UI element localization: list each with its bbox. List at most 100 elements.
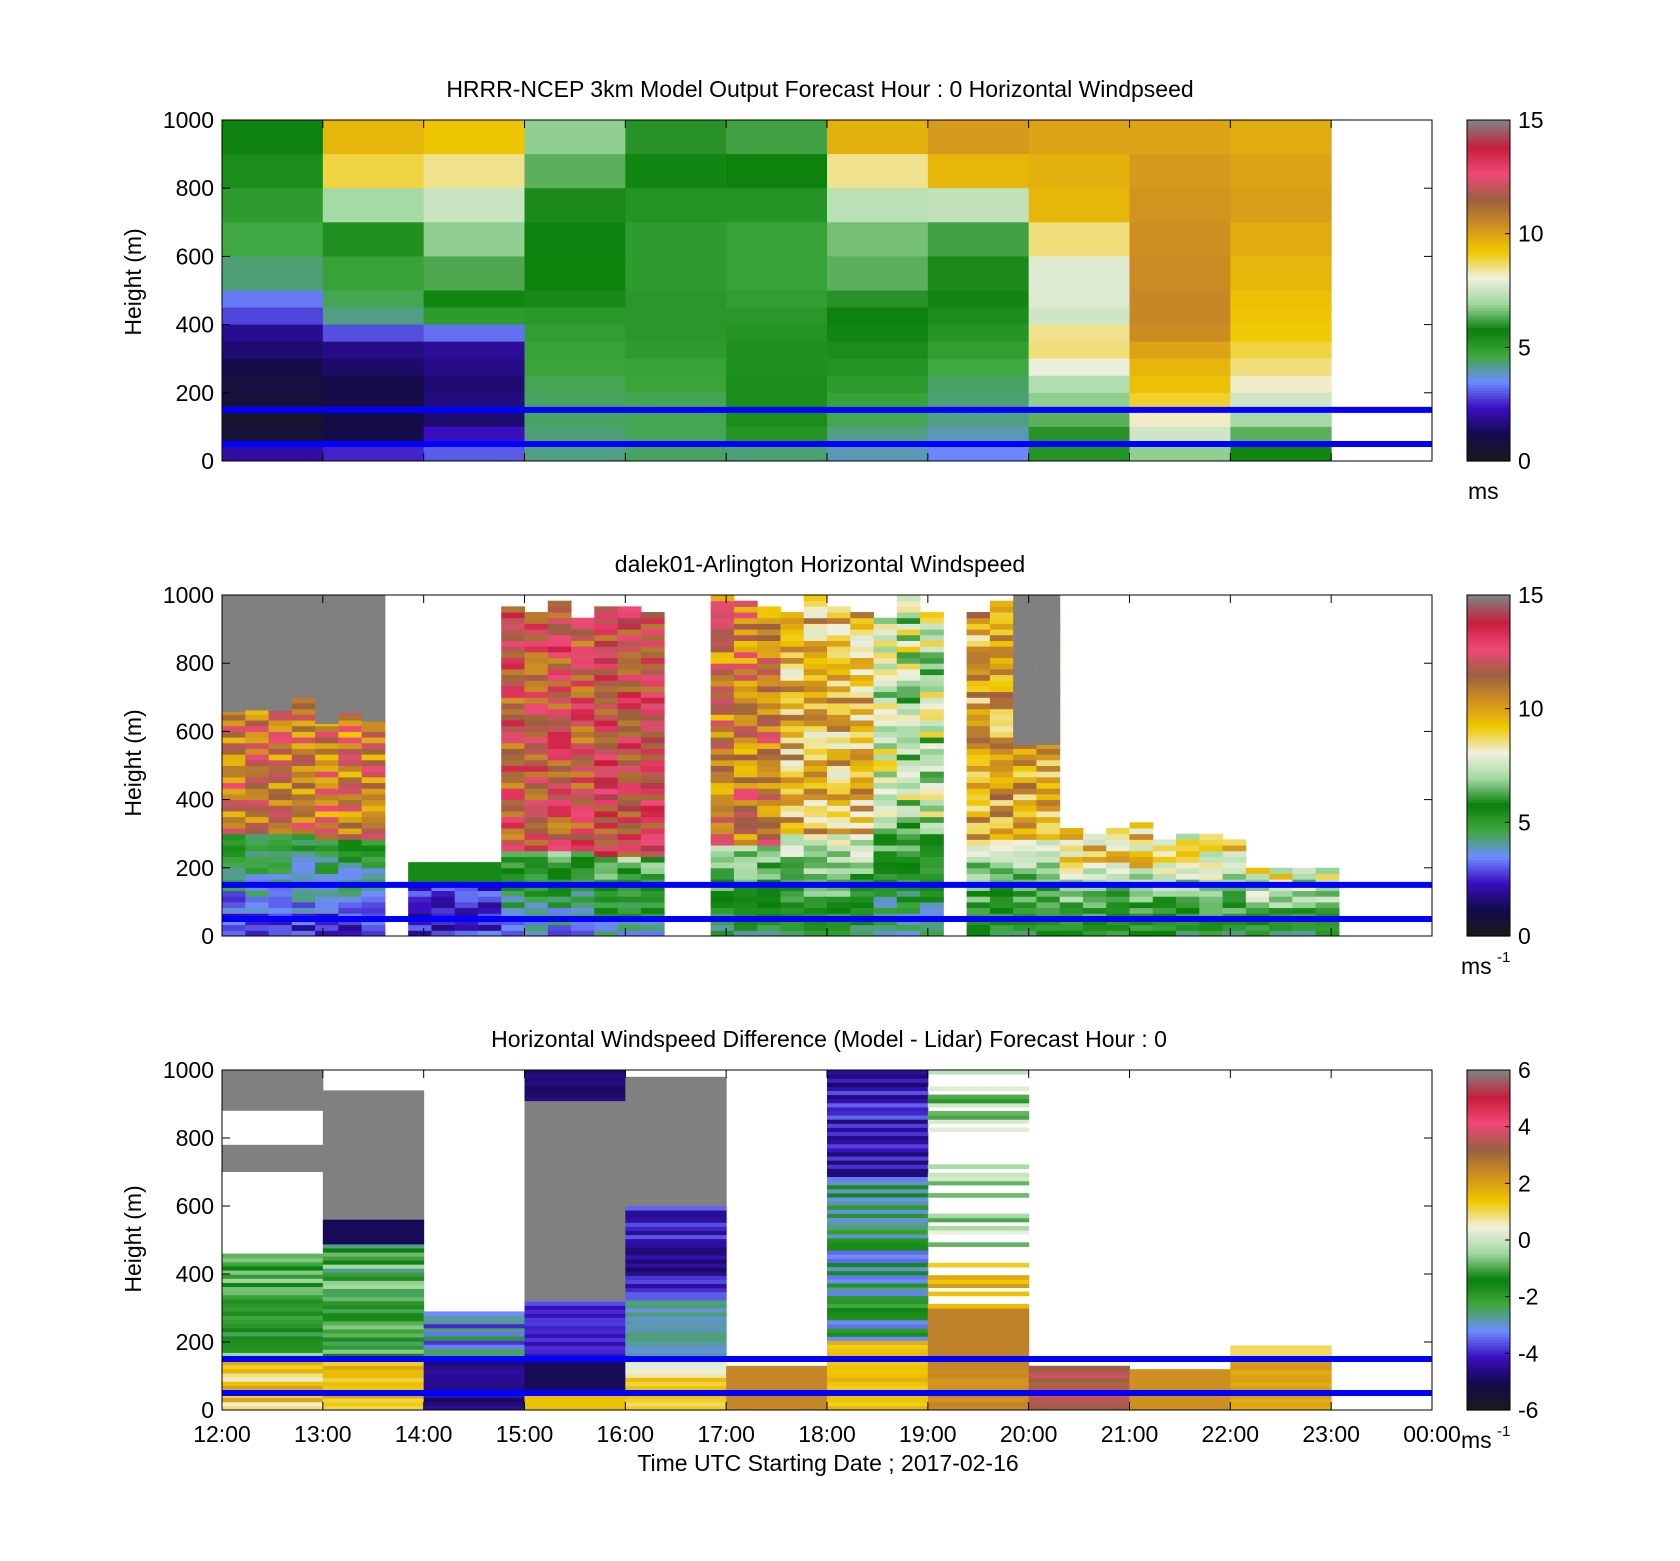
heatmap-cell (617, 668, 642, 676)
heatmap-cell (617, 896, 642, 903)
heatmap-cell (640, 765, 665, 772)
heatmap-cell (827, 1340, 929, 1345)
heatmap-cell (640, 799, 665, 806)
heatmap-cell (322, 120, 425, 155)
heatmap-cell (322, 1377, 425, 1383)
heatmap-cell (322, 1256, 425, 1261)
heatmap-cell (268, 918, 293, 926)
heatmap-cell (268, 805, 293, 812)
heatmap-cell (827, 1266, 929, 1272)
colorbar-band (1467, 259, 1510, 263)
colorbar-band (1467, 1350, 1510, 1354)
heatmap-cell (625, 1271, 727, 1276)
heatmap-cell (757, 606, 781, 613)
heatmap-cell (1129, 833, 1154, 840)
heatmap-cell (524, 651, 549, 659)
heatmap-cell (423, 1352, 525, 1358)
heatmap-cell (1222, 867, 1247, 874)
heatmap-cell (408, 890, 432, 897)
heatmap-cell (322, 1296, 425, 1302)
heatmap-cell (1082, 896, 1107, 903)
heatmap-cell (222, 341, 324, 360)
heatmap-cell (245, 930, 270, 937)
colorbar-band (1467, 179, 1510, 184)
heatmap-cell (827, 1131, 929, 1137)
heatmap-cell (1036, 771, 1061, 778)
heatmap-cell (617, 697, 642, 704)
heatmap-cell (431, 862, 456, 869)
colorbar-band (1467, 401, 1510, 405)
heatmap-cell (524, 290, 626, 309)
heatmap-cell (1245, 901, 1270, 909)
heatmap-cell (547, 680, 572, 687)
heatmap-cell (222, 833, 246, 840)
colorbar-band (1467, 139, 1510, 144)
heatmap-cell (524, 788, 549, 795)
heatmap-cell (1082, 867, 1107, 874)
heatmap-cell (827, 1348, 929, 1354)
heatmap-cell (726, 120, 828, 155)
colorbar-band (1467, 853, 1510, 858)
heatmap-cell (315, 862, 339, 869)
heatmap-cell (827, 810, 851, 818)
heatmap-cell (640, 680, 665, 687)
heatmap-cell (827, 1323, 929, 1329)
heatmap-cell (625, 154, 727, 189)
heatmap-cell (966, 691, 991, 698)
heatmap-cell (617, 873, 642, 880)
heatmap-cell (896, 907, 921, 914)
heatmap-cell (431, 890, 456, 897)
heatmap-cell (827, 680, 851, 687)
heatmap-cell (222, 1282, 324, 1288)
heatmap-cell (291, 782, 316, 789)
heatmap-cell (757, 816, 781, 823)
heatmap-cell (501, 606, 525, 613)
heatmap-cell (873, 856, 898, 863)
heatmap-cell (827, 1217, 929, 1223)
heatmap-cell (594, 634, 619, 641)
heatmap-cell (222, 776, 246, 784)
colorbar-band (1467, 432, 1510, 437)
heatmap-cell (989, 623, 1014, 630)
heatmap-cell (757, 640, 781, 647)
heatmap-cell (873, 862, 898, 869)
heatmap-cell (617, 606, 642, 613)
heatmap-cell (733, 754, 758, 761)
heatmap-cell (780, 612, 805, 619)
heatmap-cell (322, 1268, 425, 1273)
heatmap-cell (780, 640, 805, 647)
heatmap-cell (966, 788, 991, 795)
heatmap-cell (338, 901, 363, 909)
heatmap-cell (827, 1205, 929, 1210)
heatmap-cell (989, 867, 1014, 874)
colorbar-band (1467, 884, 1510, 889)
colorbar-band (1467, 916, 1510, 920)
heatmap-cell (827, 222, 929, 257)
heatmap-cell (640, 839, 665, 846)
heatmap-cell (1028, 341, 1130, 360)
heatmap-cell (625, 1405, 727, 1411)
colorbar-band (1467, 426, 1510, 431)
heatmap-cell (431, 907, 456, 914)
colorbar-band (1467, 739, 1510, 744)
heatmap-cell (594, 725, 619, 732)
heatmap-cell (920, 714, 944, 721)
heatmap-cell (315, 805, 339, 812)
colorbar-band (1467, 1123, 1510, 1128)
heatmap-cell (733, 856, 758, 863)
heatmap-cell (594, 799, 619, 806)
heatmap-cell (524, 890, 549, 897)
colorbar-band (1467, 213, 1510, 218)
x-tick-label: 21:00 (1101, 1421, 1159, 1447)
heatmap-cell (361, 754, 386, 761)
heatmap-cell (322, 341, 425, 360)
heatmap-cell (640, 691, 665, 698)
heatmap-cell (594, 748, 619, 755)
heatmap-cell (524, 409, 626, 428)
heatmap-cell (989, 816, 1014, 823)
heatmap-cell (640, 702, 665, 710)
heatmap-cell (524, 1305, 626, 1310)
colorbar-band (1467, 1364, 1510, 1369)
colorbar-band (1467, 1172, 1510, 1176)
